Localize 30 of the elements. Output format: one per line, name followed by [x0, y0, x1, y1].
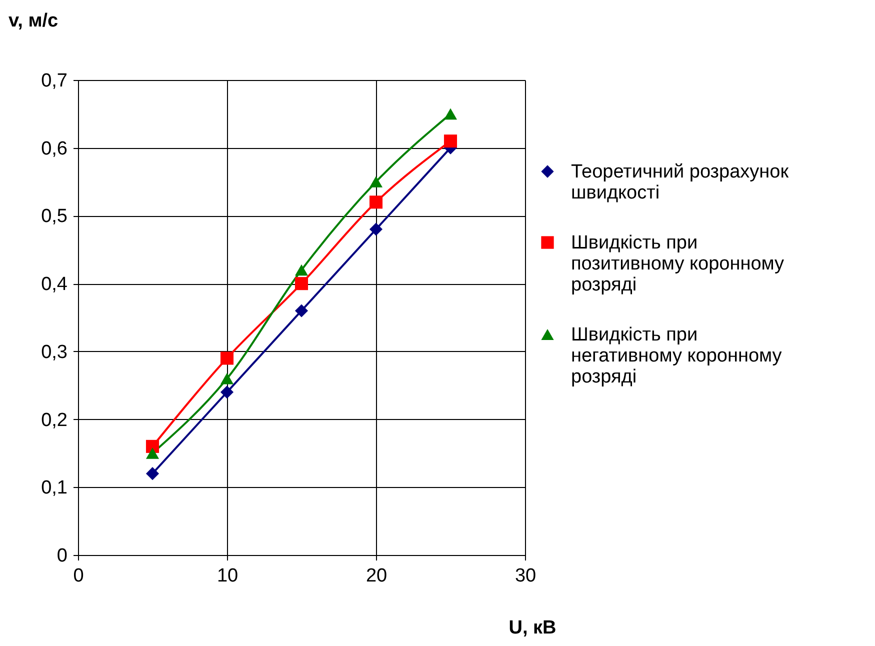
y-tick-label: 0,6	[41, 138, 68, 160]
point	[294, 277, 308, 290]
legend-label: Швидкість при позитивному коронному розряді	[571, 232, 785, 296]
point	[294, 304, 308, 318]
y-tick-label: 0,7	[41, 70, 68, 92]
y-axis-title: v, м/с	[8, 10, 59, 32]
y-tick-label: 0,5	[41, 206, 68, 228]
point	[369, 176, 383, 188]
y-tick-label: 0,3	[41, 342, 68, 363]
point	[220, 372, 234, 384]
point	[444, 108, 458, 120]
legend-label: Теоретичний розрахунок швидкості	[571, 162, 790, 204]
point	[369, 196, 383, 209]
point	[220, 386, 234, 399]
x-tick-label: 0	[73, 566, 84, 586]
point	[369, 222, 383, 236]
y-tick-label: 0	[56, 546, 68, 566]
y-tick-label: 0,4	[41, 274, 68, 296]
x-tick-label: 30	[514, 566, 536, 586]
point	[444, 134, 458, 148]
point	[146, 467, 160, 480]
y-tick-label: 0,2	[41, 410, 68, 431]
y-tick-label: 0,1	[41, 478, 68, 499]
point	[294, 264, 308, 276]
x-tick-label: 10	[216, 566, 238, 586]
point	[220, 352, 234, 365]
x-tick-label: 20	[366, 566, 388, 586]
legend-label: Швидкість при негативному коронному розряді	[571, 324, 782, 388]
point	[146, 448, 160, 459]
x-axis-title: U, кВ	[508, 618, 556, 638]
